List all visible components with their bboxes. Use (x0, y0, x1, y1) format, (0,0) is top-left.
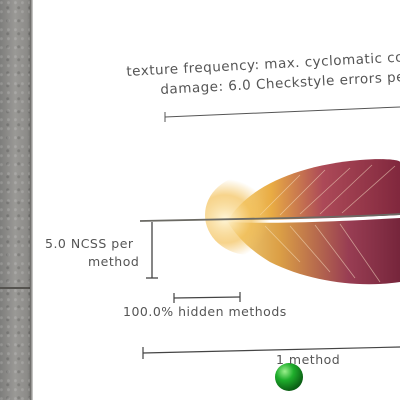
ncss-label-line-2: method (88, 254, 140, 269)
hidden-methods-scale-bar (173, 296, 241, 299)
title-underline (164, 106, 400, 118)
poster-edge (30, 0, 33, 400)
green-marker[interactable] (275, 363, 303, 391)
feather-glow (205, 175, 295, 255)
feather-shaft (139, 213, 400, 222)
wall-crack (0, 287, 38, 289)
hidden-methods-label: 100.0% hidden methods (123, 304, 287, 319)
method-scale-bar (142, 346, 400, 354)
ncss-label-line-1: 5.0 NCSS per (45, 236, 134, 251)
method-label: 1 method (276, 352, 341, 367)
